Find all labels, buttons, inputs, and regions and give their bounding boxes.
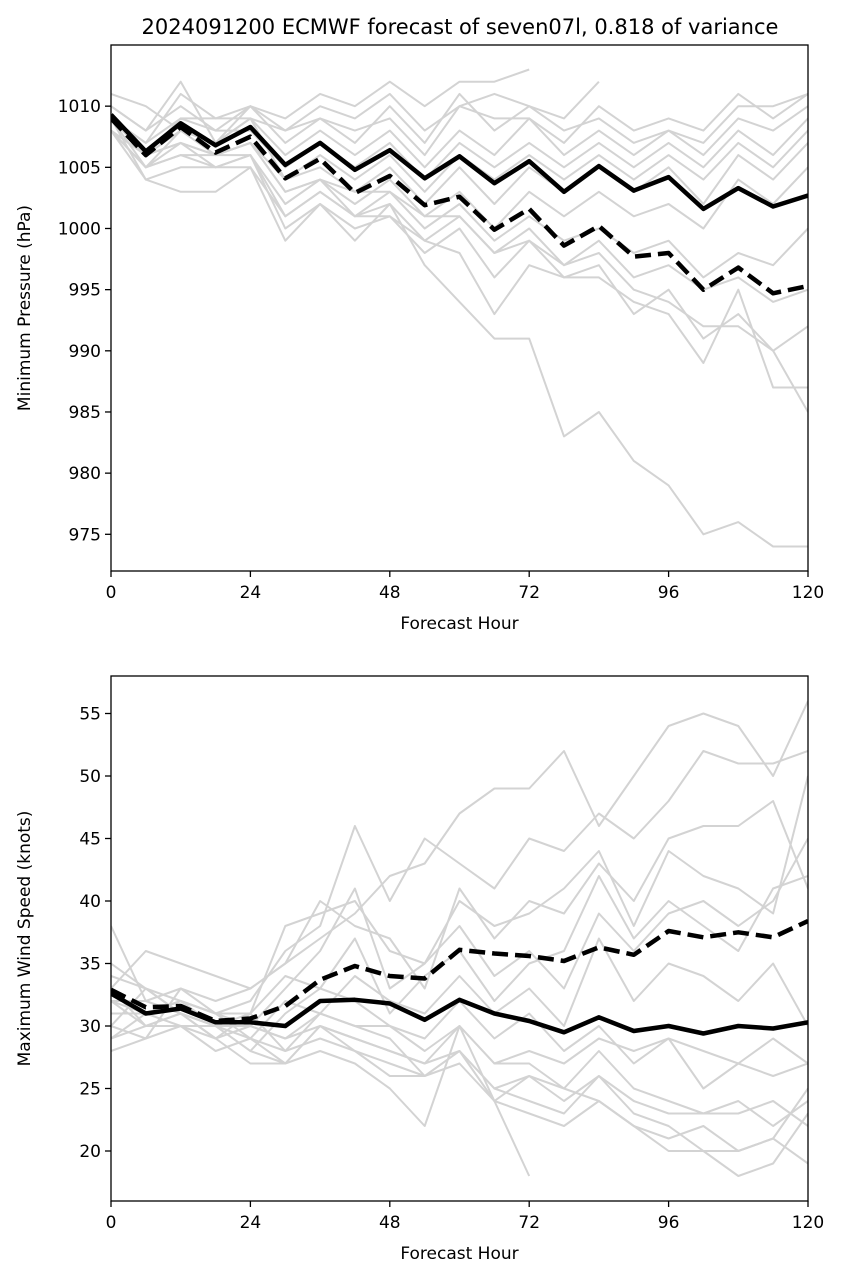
pressure-member-line-6 <box>111 117 808 181</box>
wind-axes-frame <box>110 675 809 1202</box>
pressure-member-line-13 <box>111 130 808 548</box>
pressure-x-tick-label: 72 <box>518 583 540 603</box>
wind-member-line-1 <box>111 700 808 1002</box>
pressure-x-tick-label: 96 <box>658 583 680 603</box>
pressure-axes-frame <box>110 44 809 572</box>
wind-panel: 0 24 48 72 96 120 20 25 30 35 40 45 50 55 Forecast Hou… <box>15 675 824 1264</box>
pressure-member-line-5 <box>111 92 808 169</box>
wind-member-line-11 <box>111 1025 808 1177</box>
wind-dashed-line <box>111 918 808 1024</box>
pressure-y-tick-label: 980 <box>69 464 101 484</box>
figure-title: 2024091200 ECMWF forecast of seven07l, 0… <box>142 15 779 39</box>
pressure-plot-area <box>111 68 808 548</box>
pressure-member-line-10 <box>111 117 808 279</box>
wind-member-line-12 <box>111 987 531 1177</box>
pressure-dashed-line <box>111 116 808 296</box>
wind-y-tick-label: 45 <box>79 830 101 850</box>
wind-y-tick-label: 25 <box>79 1080 101 1100</box>
pressure-member-line-14 <box>111 129 808 389</box>
wind-x-axis-label: Forecast Hour <box>400 1244 518 1264</box>
wind-y-tick-label: 55 <box>79 705 101 725</box>
pressure-x-tick-label: 0 <box>106 583 117 603</box>
wind-x-tick-label: 48 <box>379 1213 401 1233</box>
wind-member-line-5 <box>111 838 808 1027</box>
pressure-y-tick-label: 975 <box>69 525 101 545</box>
pressure-x-axis-label: Forecast Hour <box>400 614 518 634</box>
pressure-panel: 0 24 48 72 96 120 975 980 985 990 995 1000 1005 1010 F… <box>15 44 824 634</box>
pressure-y-tick-label: 985 <box>69 403 101 423</box>
pressure-member-line-12 <box>111 117 808 352</box>
pressure-solid-line <box>111 113 808 212</box>
pressure-member-line-3 <box>111 92 808 157</box>
pressure-y-tick-label: 990 <box>69 342 101 362</box>
pressure-y-tick-label: 995 <box>69 281 101 301</box>
pressure-y-tick-label: 1000 <box>58 219 101 239</box>
wind-member-line-3 <box>111 800 808 990</box>
wind-y-tick-label: 50 <box>79 767 101 787</box>
wind-member-line-2 <box>111 750 808 1027</box>
wind-member-line-14 <box>111 962 808 1127</box>
pressure-member-line-15 <box>111 117 808 413</box>
wind-y-tick-label: 20 <box>79 1142 101 1162</box>
wind-x-tick-label: 24 <box>240 1213 262 1233</box>
pressure-y-axis-label: Minimum Pressure (hPa) <box>15 205 35 411</box>
pressure-y-tick-label: 1010 <box>58 97 101 117</box>
wind-y-tick-label: 35 <box>79 955 101 975</box>
wind-member-line-15 <box>111 925 808 1090</box>
wind-y-tick-label: 40 <box>79 892 101 912</box>
wind-plot-area <box>111 700 808 1177</box>
wind-y-tick-label: 30 <box>79 1017 101 1037</box>
pressure-x-tick-label: 48 <box>379 583 401 603</box>
wind-x-tick-label: 96 <box>658 1213 680 1233</box>
pressure-member-line-4 <box>111 92 808 157</box>
wind-y-axis-label: Maximum Wind Speed (knots) <box>15 811 35 1067</box>
wind-member-line-9 <box>111 1025 808 1127</box>
pressure-x-tick-label: 24 <box>240 583 262 603</box>
pressure-y-tick-label: 1005 <box>58 158 101 178</box>
pressure-x-tick-label: 120 <box>792 583 824 603</box>
wind-x-tick-label: 120 <box>792 1213 824 1233</box>
wind-x-tick-label: 0 <box>106 1213 117 1233</box>
wind-x-tick-label: 72 <box>518 1213 540 1233</box>
